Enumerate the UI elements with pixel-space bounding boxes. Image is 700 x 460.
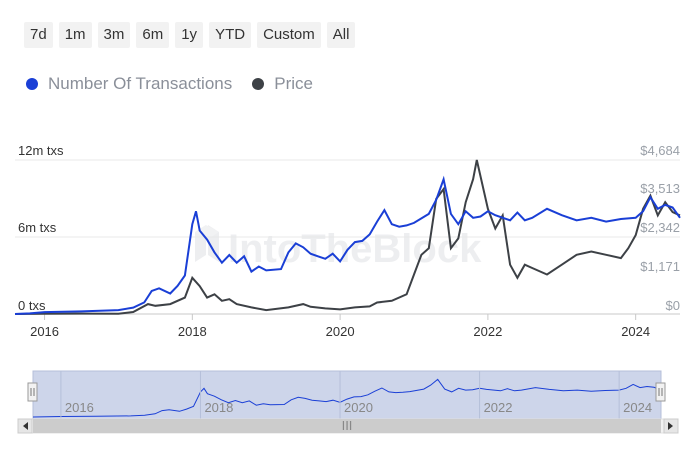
right-axis-tick-3513: $3,513 <box>640 181 680 196</box>
legend-label-transactions: Number Of Transactions <box>48 74 233 93</box>
range-selector: 7d 1m 3m 6m 1y YTD Custom All <box>24 22 356 48</box>
x-axis-ticks: 2016 2018 2020 2022 2024 <box>30 314 650 339</box>
range-button-custom[interactable]: Custom <box>257 22 321 48</box>
navigator-series-line <box>32 378 662 418</box>
watermark: IntoTheBlock <box>195 225 482 271</box>
navigator-handle-right[interactable] <box>655 382 666 402</box>
navigator-label-2022: 2022 <box>484 400 513 415</box>
navigator-label-2024: 2024 <box>623 400 652 415</box>
legend-dot-transactions <box>26 78 38 90</box>
navigator-handle-left-box[interactable] <box>27 382 38 402</box>
series-price-line <box>14 159 681 315</box>
x-axis-tick-2016: 2016 <box>30 324 59 339</box>
navigator-labels: 2016 2018 2020 2022 2024 <box>60 371 652 419</box>
scrollbar-thumb[interactable] <box>33 419 661 433</box>
range-button-ytd[interactable]: YTD <box>209 22 252 48</box>
range-button-1m[interactable]: 1m <box>58 22 92 48</box>
range-button-7d[interactable]: 7d <box>24 22 53 48</box>
arrow-right-icon <box>668 422 673 430</box>
right-axis-tick-0: $0 <box>666 298 680 313</box>
arrow-left-icon <box>23 422 28 430</box>
x-axis-tick-2018: 2018 <box>178 324 207 339</box>
left-axis-tick-0: 0 txs <box>18 298 46 313</box>
series-transactions-line <box>14 175 681 315</box>
navigator-selected-range[interactable] <box>32 370 662 420</box>
legend-item-price[interactable]: Price <box>252 74 313 94</box>
legend-dot-price <box>252 78 265 90</box>
navigator-label-2018: 2018 <box>204 400 233 415</box>
navigator-handle-right-box[interactable] <box>655 382 666 402</box>
scrollbar: III <box>17 418 679 434</box>
range-button-3m[interactable]: 3m <box>97 22 131 48</box>
x-axis-tick-2024: 2024 <box>621 324 650 339</box>
navigator-label-2020: 2020 <box>344 400 373 415</box>
legend-item-transactions[interactable]: Number Of Transactions <box>26 74 232 94</box>
range-button-6m[interactable]: 6m <box>136 22 170 48</box>
navigator-label-2016: 2016 <box>65 400 94 415</box>
right-axis-tick-2342: $2,342 <box>640 220 680 235</box>
chart-legend: Number Of Transactions Price <box>26 74 333 94</box>
left-axis-tick-12m: 12m txs <box>18 143 64 158</box>
scrollbar-grip: III <box>342 418 353 433</box>
left-axis-tick-6m: 6m txs <box>18 220 57 235</box>
watermark-text: IntoTheBlock <box>228 227 482 271</box>
watermark-logo-right <box>208 225 219 262</box>
range-button-1y[interactable]: 1y <box>175 22 204 48</box>
range-button-all[interactable]: All <box>326 22 356 48</box>
legend-label-price: Price <box>274 74 313 93</box>
watermark-logo-top <box>195 225 219 239</box>
navigator-handle-left[interactable] <box>27 382 38 402</box>
x-axis-tick-2020: 2020 <box>326 324 355 339</box>
right-axis-tick-1171: $1,171 <box>640 259 680 274</box>
x-axis-tick-2022: 2022 <box>473 324 502 339</box>
right-axis-tick-4684: $4,684 <box>640 143 680 158</box>
navigator: 2016 2018 2020 2022 2024 <box>27 370 666 420</box>
